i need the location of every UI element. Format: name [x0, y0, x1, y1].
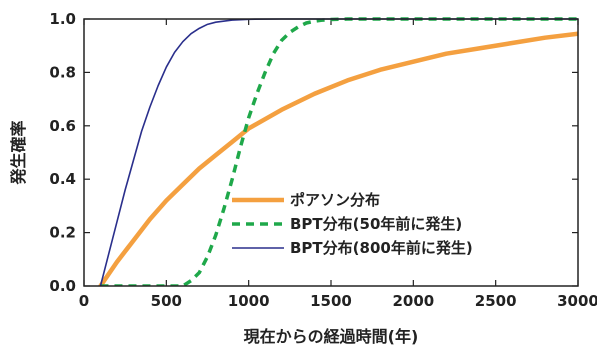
x-tick-label: 1500 — [310, 292, 352, 310]
y-axis-title: 発生確率 — [9, 120, 28, 185]
x-tick-label: 3000 — [557, 292, 597, 310]
x-tick-label: 500 — [151, 292, 182, 310]
y-tick-label: 0.6 — [49, 117, 76, 135]
series-line-1 — [100, 17, 578, 286]
y-tick-label: 0.8 — [49, 63, 76, 81]
legend: ポアソン分布 BPT分布(50年前に発生) BPT分布(800年前に発生) — [232, 191, 473, 257]
x-tick-label: 2000 — [392, 292, 434, 310]
x-tick-label: 0 — [79, 292, 89, 310]
series-line-0 — [98, 31, 578, 286]
x-tick-label: 1000 — [228, 292, 270, 310]
y-tick-label: 0.0 — [49, 277, 76, 295]
y-tick-label: 0.4 — [49, 170, 76, 188]
x-axis-title: 現在からの経過時間(年) — [244, 327, 419, 346]
plot-frame — [83, 18, 579, 287]
y-tick-label: 0.2 — [49, 224, 76, 242]
ticks-layer: 0 500 1000 1500 2000 2500 3000 0.0 0.2 0.4 0.6 0.8 1… — [49, 10, 597, 310]
y-tick-label: 1.0 — [49, 10, 76, 28]
legend-label-1: BPT分布(50年前に発生) — [290, 215, 462, 233]
x-tick-label: 2500 — [475, 292, 517, 310]
legend-label-0: ポアソン分布 — [290, 191, 380, 209]
legend-label-2: BPT分布(800年前に発生) — [290, 239, 473, 257]
